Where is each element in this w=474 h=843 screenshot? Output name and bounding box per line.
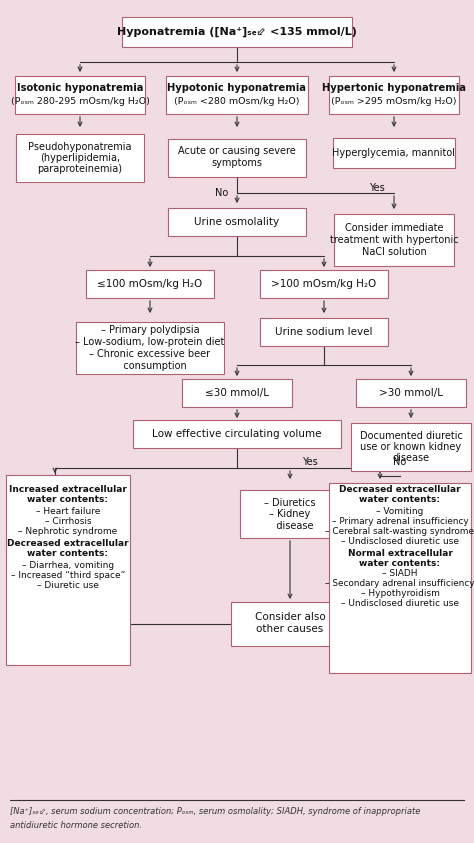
Text: – Primary adrenal insufficiency: – Primary adrenal insufficiency [332, 517, 468, 525]
FancyBboxPatch shape [260, 270, 388, 298]
FancyBboxPatch shape [86, 270, 214, 298]
Text: disease: disease [267, 521, 313, 531]
Text: consumption: consumption [114, 361, 186, 371]
Text: – Cerebral salt-wasting syndrome: – Cerebral salt-wasting syndrome [326, 527, 474, 535]
Text: – Diuretics: – Diuretics [264, 498, 316, 508]
Text: Isotonic hyponatremia: Isotonic hyponatremia [17, 83, 143, 93]
Text: treatment with hypertonic: treatment with hypertonic [330, 235, 458, 245]
Text: Decreased extracellular: Decreased extracellular [7, 540, 129, 549]
FancyBboxPatch shape [122, 17, 352, 47]
Text: – Undisclosed diuretic use: – Undisclosed diuretic use [341, 599, 459, 609]
Text: water contents:: water contents: [27, 496, 109, 504]
Text: Increased extracellular: Increased extracellular [9, 486, 127, 495]
Text: ≤100 mOsm/kg H₂O: ≤100 mOsm/kg H₂O [97, 279, 202, 289]
Text: – Chronic excessive beer: – Chronic excessive beer [90, 349, 210, 359]
Text: Yes: Yes [302, 457, 318, 467]
FancyBboxPatch shape [231, 602, 349, 646]
Text: – Kidney: – Kidney [269, 509, 310, 519]
Text: – Secondary adrenal insufficiency: – Secondary adrenal insufficiency [325, 579, 474, 588]
Text: No: No [215, 188, 228, 198]
Text: – Hypothyroidism: – Hypothyroidism [361, 589, 439, 599]
FancyBboxPatch shape [260, 318, 388, 346]
Text: use or known kidney: use or known kidney [360, 442, 462, 452]
Text: [Na⁺]ₛₑ⬃, serum sodium concentration; Pₒₛₘ, serum osmolality; SIADH, syndrome of: [Na⁺]ₛₑ⬃, serum sodium concentration; Pₒ… [10, 808, 420, 817]
FancyBboxPatch shape [16, 134, 144, 182]
Text: Pseudohyponatremia: Pseudohyponatremia [28, 142, 132, 152]
Text: antidiuretic hormone secretion.: antidiuretic hormone secretion. [10, 820, 142, 830]
Text: – Increased “third space”: – Increased “third space” [11, 571, 125, 579]
Text: Hyperglycemia, mannitol: Hyperglycemia, mannitol [332, 148, 456, 158]
FancyBboxPatch shape [6, 475, 130, 665]
FancyBboxPatch shape [329, 76, 459, 114]
Text: Hyponatremia ([Na⁺]ₛₑ⬃ <135 mmol/L): Hyponatremia ([Na⁺]ₛₑ⬃ <135 mmol/L) [117, 27, 357, 37]
Text: Low effective circulating volume: Low effective circulating volume [152, 429, 322, 439]
Text: water contents:: water contents: [27, 550, 109, 559]
Text: (Pₒₛₘ >295 mOsm/kg H₂O): (Pₒₛₘ >295 mOsm/kg H₂O) [331, 96, 457, 105]
Text: paraproteinemia): paraproteinemia) [37, 164, 122, 174]
Text: (Pₒₛₘ 280-295 mOsm/kg H₂O): (Pₒₛₘ 280-295 mOsm/kg H₂O) [10, 96, 149, 105]
Text: Hypotonic hyponatremia: Hypotonic hyponatremia [167, 83, 307, 93]
FancyBboxPatch shape [333, 138, 455, 168]
Text: Documented diuretic: Documented diuretic [360, 431, 463, 441]
Text: No: No [393, 457, 407, 467]
FancyBboxPatch shape [334, 214, 454, 266]
Text: Urine osmolality: Urine osmolality [194, 217, 280, 227]
Text: Acute or causing severe: Acute or causing severe [178, 146, 296, 156]
FancyBboxPatch shape [356, 379, 466, 407]
Text: Normal extracellular: Normal extracellular [347, 549, 453, 557]
Text: Consider immediate: Consider immediate [345, 223, 443, 233]
Text: – Cirrhosis: – Cirrhosis [45, 517, 91, 525]
Text: other causes: other causes [256, 624, 324, 634]
Text: water contents:: water contents: [359, 559, 440, 567]
Text: ≤30 mmol/L: ≤30 mmol/L [205, 388, 269, 398]
Text: – Heart failure: – Heart failure [36, 507, 100, 516]
FancyBboxPatch shape [166, 76, 308, 114]
Text: >100 mOsm/kg H₂O: >100 mOsm/kg H₂O [272, 279, 377, 289]
Text: NaCl solution: NaCl solution [362, 247, 427, 257]
FancyBboxPatch shape [168, 139, 306, 177]
Text: – Primary polydipsia: – Primary polydipsia [100, 325, 199, 335]
Text: >30 mmol/L: >30 mmol/L [379, 388, 443, 398]
Text: – Diuretic use: – Diuretic use [37, 581, 99, 589]
Text: Consider also: Consider also [255, 612, 325, 622]
Text: – Undisclosed diuretic use: – Undisclosed diuretic use [341, 536, 459, 545]
FancyBboxPatch shape [15, 76, 145, 114]
FancyBboxPatch shape [351, 423, 471, 471]
Text: Urine sodium level: Urine sodium level [275, 327, 373, 337]
Text: – Low-sodium, low-protein diet: – Low-sodium, low-protein diet [75, 337, 225, 347]
Text: Decreased extracellular: Decreased extracellular [339, 486, 461, 495]
Text: disease: disease [392, 453, 429, 463]
FancyBboxPatch shape [240, 490, 340, 538]
Text: symptoms: symptoms [211, 158, 263, 168]
Text: – Nephrotic syndrome: – Nephrotic syndrome [18, 527, 118, 535]
FancyBboxPatch shape [133, 420, 341, 448]
Text: – Vomiting: – Vomiting [376, 507, 424, 516]
Text: – Diarrhea, vomiting: – Diarrhea, vomiting [22, 561, 114, 570]
Text: (hyperlipidemia,: (hyperlipidemia, [40, 153, 120, 163]
FancyBboxPatch shape [329, 483, 471, 673]
Text: – SIADH: – SIADH [382, 570, 418, 578]
FancyBboxPatch shape [168, 208, 306, 236]
FancyBboxPatch shape [182, 379, 292, 407]
Text: water contents:: water contents: [359, 496, 440, 504]
Text: Yes: Yes [369, 183, 385, 193]
Text: (Pₒₛₘ <280 mOsm/kg H₂O): (Pₒₛₘ <280 mOsm/kg H₂O) [174, 96, 300, 105]
Text: Hypertonic hyponatremia: Hypertonic hyponatremia [322, 83, 466, 93]
FancyBboxPatch shape [76, 322, 224, 374]
